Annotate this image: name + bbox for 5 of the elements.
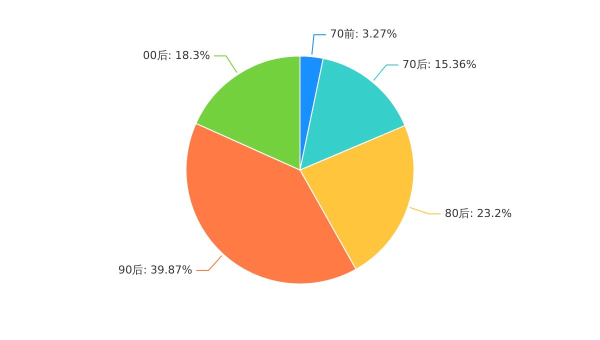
slice-label: 90后: 39.87% bbox=[118, 264, 192, 277]
slice-label: 80后: 23.2% bbox=[444, 206, 512, 220]
slice-label: 70前: 3.27% bbox=[330, 28, 398, 41]
slice-label: 00后: 18.3% bbox=[142, 48, 210, 62]
slice-label: 70后: 15.36% bbox=[402, 58, 477, 71]
